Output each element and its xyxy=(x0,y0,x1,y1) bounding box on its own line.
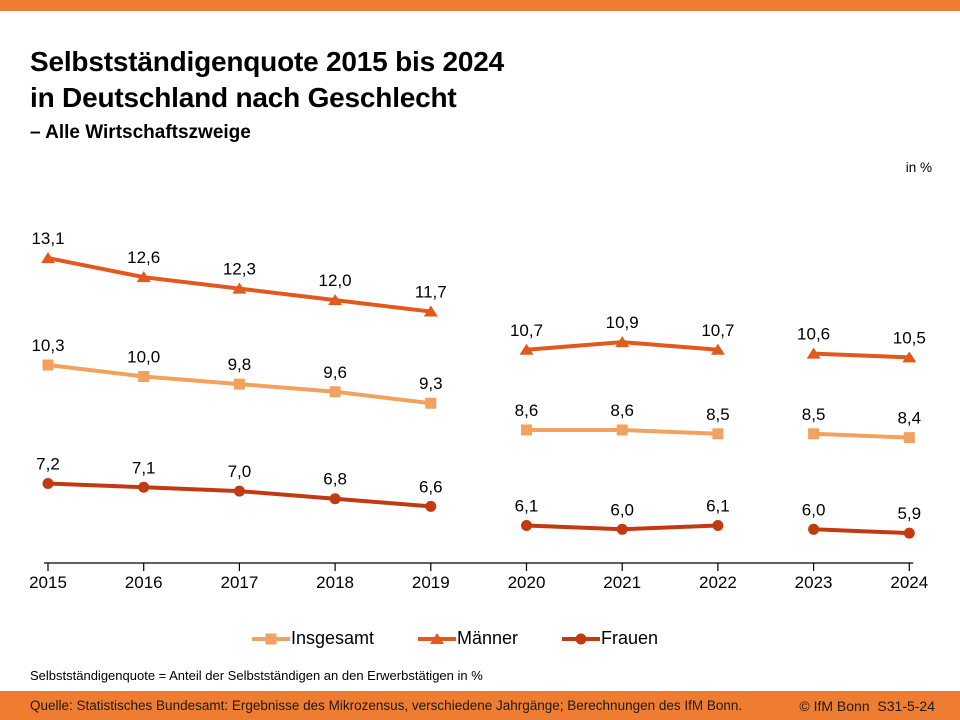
svg-text:6,6: 6,6 xyxy=(419,477,443,496)
legend-item-insgesamt: Insgesamt xyxy=(251,628,374,649)
legend-label-maenner: Männer xyxy=(456,628,519,648)
figure-id: S31-5-24 xyxy=(877,697,935,714)
legend-label-insgesamt: Insgesamt xyxy=(290,628,374,648)
svg-text:10,9: 10,9 xyxy=(606,313,639,332)
svg-text:5,9: 5,9 xyxy=(897,504,921,523)
svg-text:8,6: 8,6 xyxy=(515,401,539,420)
chart-area: 2015 2016 2017 2018 2019 2020 2021 2022 2023 2024… xyxy=(0,200,960,600)
svg-text:8,5: 8,5 xyxy=(802,405,826,424)
svg-text:12,6: 12,6 xyxy=(127,248,160,267)
svg-text:2018: 2018 xyxy=(316,573,354,592)
chart-canvas: 2015 2016 2017 2018 2019 2020 2021 2022 2023 2024… xyxy=(29,229,928,592)
source-bar: Quelle: Statistisches Bundesamt: Ergebni… xyxy=(0,691,960,720)
svg-text:10,5: 10,5 xyxy=(893,328,926,347)
svg-text:8,5: 8,5 xyxy=(706,405,730,424)
legend-item-frauen: Frauen xyxy=(562,628,658,649)
series-maenner xyxy=(41,252,917,363)
svg-text:10,6: 10,6 xyxy=(797,325,830,344)
series-insgesamt xyxy=(42,359,915,444)
title-line-2: in Deutschland nach Geschlecht xyxy=(30,82,457,113)
svg-text:8,6: 8,6 xyxy=(610,401,634,420)
title-line-1: Selbstständigenquote 2015 bis 2024 xyxy=(30,46,505,77)
legend-insgesamt-marker-icon xyxy=(251,633,290,644)
svg-text:6,0: 6,0 xyxy=(610,500,634,519)
svg-text:6,0: 6,0 xyxy=(802,500,826,519)
series-frauen xyxy=(42,477,915,539)
svg-text:2021: 2021 xyxy=(603,573,641,592)
svg-text:12,3: 12,3 xyxy=(223,260,256,279)
svg-text:9,6: 9,6 xyxy=(323,363,347,382)
svg-text:7,2: 7,2 xyxy=(36,454,60,473)
svg-text:2015: 2015 xyxy=(29,573,67,592)
svg-text:2017: 2017 xyxy=(220,573,258,592)
top-accent-bar xyxy=(0,0,960,11)
legend-maenner-marker-icon xyxy=(417,632,456,644)
svg-text:10,7: 10,7 xyxy=(701,321,734,340)
svg-text:10,0: 10,0 xyxy=(127,348,160,367)
svg-text:2022: 2022 xyxy=(699,573,737,592)
copyright-label: © IfM Bonn xyxy=(799,697,870,714)
svg-text:6,1: 6,1 xyxy=(515,496,539,515)
svg-text:2023: 2023 xyxy=(795,573,833,592)
copyright-text: © IfM Bonn S31-5-24 xyxy=(799,698,935,714)
svg-text:2024: 2024 xyxy=(890,573,928,592)
svg-text:11,7: 11,7 xyxy=(415,283,447,302)
footnote-definition: Selbstständigenquote = Anteil der Selbst… xyxy=(30,668,483,683)
svg-text:2020: 2020 xyxy=(508,573,546,592)
legend-item-maenner: Männer xyxy=(417,628,519,649)
svg-text:6,8: 6,8 xyxy=(323,470,347,489)
svg-text:2019: 2019 xyxy=(412,573,450,592)
unit-label: in % xyxy=(905,160,932,175)
svg-text:2016: 2016 xyxy=(125,573,163,592)
page-title: Selbstständigenquote 2015 bis 2024 in De… xyxy=(30,44,504,144)
svg-text:13,1: 13,1 xyxy=(31,229,64,248)
svg-text:9,8: 9,8 xyxy=(228,355,252,374)
svg-text:7,1: 7,1 xyxy=(132,458,156,477)
svg-text:8,4: 8,4 xyxy=(897,409,921,428)
svg-text:6,1: 6,1 xyxy=(706,496,730,515)
svg-text:10,7: 10,7 xyxy=(510,321,543,340)
legend-frauen-marker-icon xyxy=(562,633,601,644)
chart-legend: Insgesamt Männer Frauen xyxy=(0,628,960,649)
title-subtitle: – Alle Wirtschaftszweige xyxy=(30,122,251,143)
svg-text:7,0: 7,0 xyxy=(228,462,252,481)
legend-label-frauen: Frauen xyxy=(601,628,659,648)
source-text: Quelle: Statistisches Bundesamt: Ergebni… xyxy=(30,698,743,713)
svg-text:12,0: 12,0 xyxy=(319,271,352,290)
svg-text:9,3: 9,3 xyxy=(419,374,443,393)
svg-text:10,3: 10,3 xyxy=(31,336,64,355)
